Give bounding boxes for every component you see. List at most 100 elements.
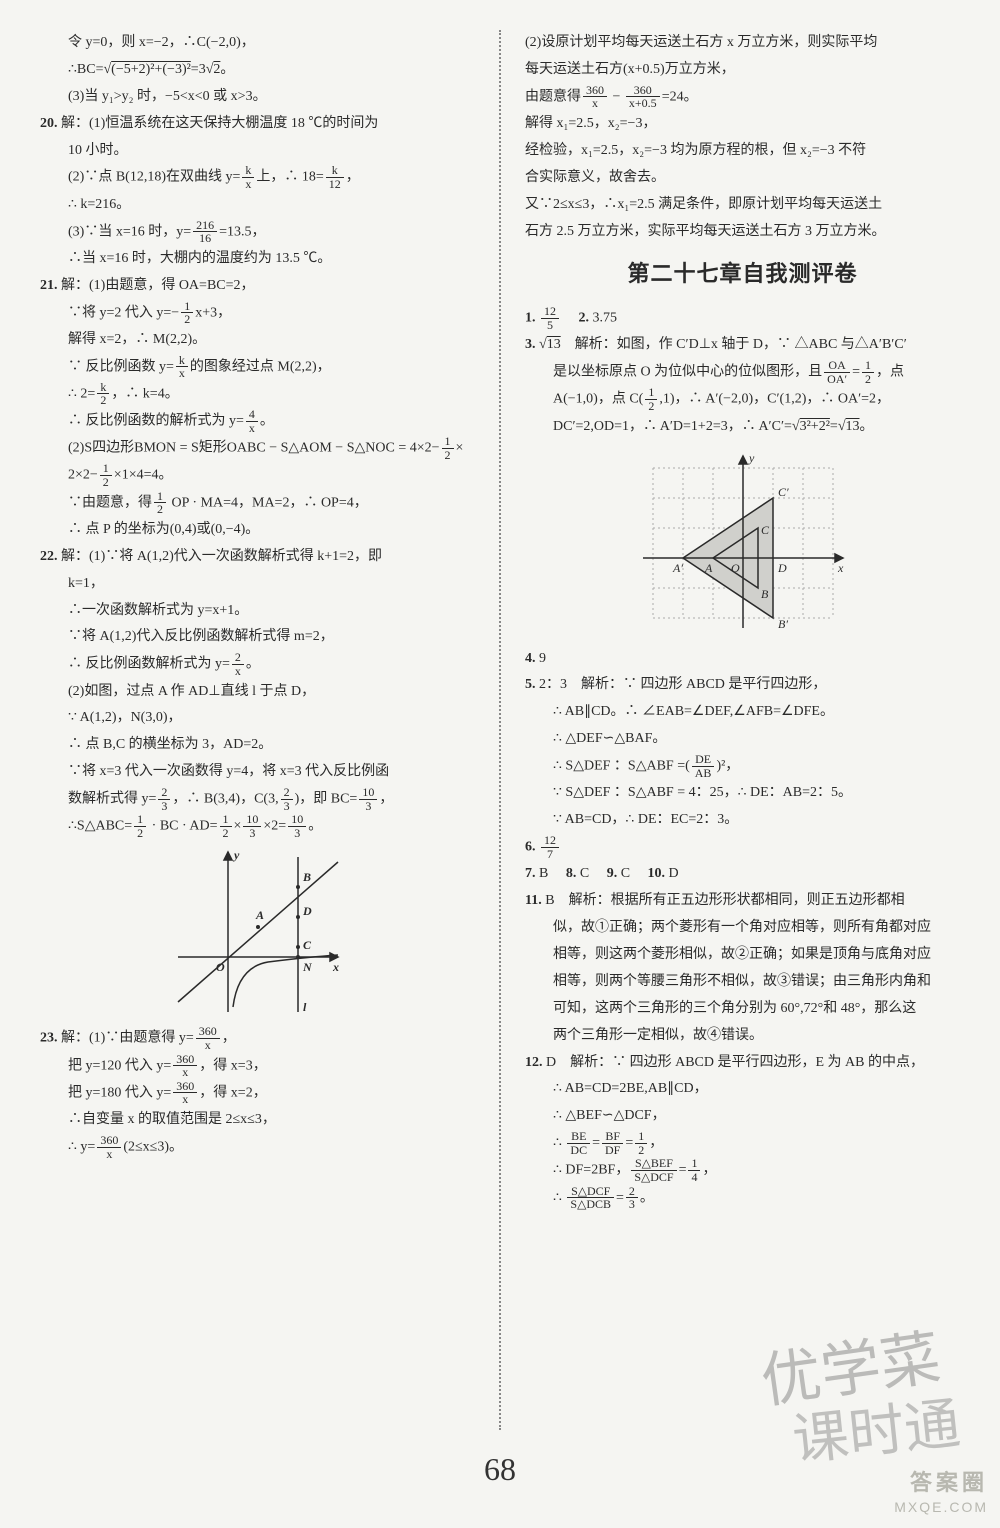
text-line: ∴ S△DCFS△DCB=23。 [525,1185,960,1211]
text-line: ∴ AB=CD=2BE,AB∥CD， [525,1076,960,1102]
answer-line: 7. B 8. C 9. C 10. D [525,861,960,887]
column-divider [499,30,501,1430]
q-number: 20. [40,116,58,131]
text-line: 每天运送土石方(x+0.5)万立方米， [525,57,960,83]
answer-11: 11. B 解析：根据所有正五边形形状都相同，则正五边形都相 [525,888,960,914]
svg-text:B′: B′ [778,617,788,631]
text-line: ∴ 点 P 的坐标为(0,4)或(0,−4)。 [40,517,475,543]
text-line: (2)∵点 B(12,18)在双曲线 y=kx上，∴ 18=k12， [40,164,475,190]
text-line: 相等，则两个等腰三角形不相似，故③错误；由三角形内角和 [525,969,960,995]
answer-5: 5. 2：3 解析：∵ 四边形 ABCD 是平行四边形， [525,672,960,698]
text-line: ∴ 反比例函数解析式为 y=2x。 [40,651,475,677]
text-line: 解得 x₁=2.5，x₂=−3， [525,111,960,137]
text-line: 可知，这两个三角形的三个角分别为 60°,72°和 48°，那么这 [525,996,960,1022]
svg-text:l: l [303,1000,307,1014]
svg-text:C′: C′ [778,485,789,499]
text-line: ∴当 x=16 时，大棚内的温度约为 13.5 ℃。 [40,246,475,272]
text-line: ∴ △BEF∽△DCF， [525,1103,960,1129]
text-line: 是以坐标原点 O 为位似中心的位似图形，且OAOA′=12，点 [525,359,960,385]
text-line: ∵由题意，得12 OP · MA=4，MA=2，∴ OP=4， [40,490,475,516]
text-line: 又∵2≤x≤3，∴x₁=2.5 满足条件，即原计划平均每天运送土 [525,192,960,218]
text-line: 把 y=120 代入 y=360x，得 x=3， [40,1053,475,1079]
text-line: (3)∵当 x=16 时，y=21616=13.5， [40,219,475,245]
corner-logo-top: 答案圈 [894,1469,988,1498]
figure-graph-q22: y x O A B D C N l [168,847,348,1017]
text-line: (2)如图，过点 A 作 AD⊥直线 l 于点 D， [40,679,475,705]
answer-line: 1. 125 2. 3.75 [525,305,960,331]
text-line: 由题意得360x − 360x+0.5=24。 [525,84,960,110]
svg-text:y: y [748,451,755,465]
svg-text:y: y [232,848,240,862]
text-line: ∵ 反比例函数 y=kx的图象经过点 M(2,2)， [40,354,475,380]
left-column: 令 y=0，则 x=−2，∴C(−2,0)， ∴BC=√(−5+2)²+(−3)… [40,30,475,1430]
svg-text:A′: A′ [672,561,683,575]
text-line: 合实际意义，故舍去。 [525,165,960,191]
text-line: ∴ AB∥CD。∴ ∠EAB=∠DEF,∠AFB=∠DFE。 [525,699,960,725]
text-line: ∵ A(1,2)，N(3,0)， [40,705,475,731]
text-line: ∴BC=√(−5+2)²+(−3)²=3√2。 [40,57,475,83]
text-line: ∴ BEDC=BFDF=12， [525,1130,960,1156]
answer-line: 4. 9 [525,646,960,672]
text-line: ∴ 2=k2，∴ k=4。 [40,381,475,407]
text-line: 把 y=180 代入 y=360x，得 x=2， [40,1080,475,1106]
text-line: 令 y=0，则 x=−2，∴C(−2,0)， [40,30,475,56]
text-line: 似，故①正确；两个菱形有一个角对应相等，则所有角都对应 [525,915,960,941]
right-column: (2)设原计划平均每天运送土石方 x 万立方米，则实际平均 每天运送土石方(x+… [525,30,960,1430]
text-line: k=1， [40,571,475,597]
text-line: ∵将 x=3 代入一次函数得 y=4，将 x=3 代入反比例函 [40,759,475,785]
svg-text:C: C [761,523,770,537]
chapter-title: 第二十七章自我测评卷 [525,254,960,295]
text-line: 经检验，x₁=2.5，x₂=−3 均为原方程的根，但 x₂=−3 不符 [525,138,960,164]
text-line: ∴一次函数解析式为 y=x+1。 [40,598,475,624]
answer-line: 6. 127 [525,834,960,860]
text-line: ∴ k=216。 [40,192,475,218]
text-line: ∵将 A(1,2)代入反比例函数解析式得 m=2， [40,624,475,650]
svg-text:A: A [255,908,264,922]
svg-text:C: C [303,938,312,952]
text-line: ∴ DF=2BF，S△BEFS△DCF=14， [525,1157,960,1183]
corner-logo: 答案圈 MXQE.COM [894,1469,988,1516]
text-line: ∴ y=360x(2≤x≤3)。 [40,1134,475,1160]
question-20: 20. 解：(1)恒温系统在这天保持大棚温度 18 ℃的时间为 [40,111,475,137]
text-line: (2)S四边形BMON = S矩形OABC − S△AOM − S△NOC = … [40,435,475,461]
svg-text:D: D [777,561,787,575]
text-line: ∵ S△DEF ：S△ABF = 4：25，∴ DE：AB=2：5。 [525,780,960,806]
answer-3: 3. √13 解析：如图，作 C′D⊥x 轴于 D，∵ △ABC 与△A′B′C… [525,332,960,358]
svg-text:O: O [216,960,225,974]
text-line: 石方 2.5 万立方米，实际平均每天运送土石方 3 万立方米。 [525,219,960,245]
figure-grid-q3: y x O A′ A C C′ B B′ D [633,448,853,638]
question-22: 22. 解：(1)∵将 A(1,2)代入一次函数解析式得 k+1=2，即 [40,544,475,570]
text-line: (2)设原计划平均每天运送土石方 x 万立方米，则实际平均 [525,30,960,56]
svg-text:D: D [302,904,312,918]
text-line: ∴ 反比例函数的解析式为 y=4x。 [40,408,475,434]
svg-text:B: B [302,870,311,884]
text-line: ∴ S△DEF ：S△ABF =(DEAB)²， [525,753,960,779]
q-number: 22. [40,549,58,564]
svg-text:N: N [302,960,313,974]
page-root: 令 y=0，则 x=−2，∴C(−2,0)， ∴BC=√(−5+2)²+(−3)… [0,0,1000,1528]
text-line: 数解析式得 y=23，∴ B(3,4)，C(3,23)，即 BC=103， [40,786,475,812]
text-line: 解得 x=2，∴ M(2,2)。 [40,327,475,353]
text-line: ∵将 y=2 代入 y=−12x+3， [40,300,475,326]
q-number: 21. [40,278,58,293]
svg-text:O: O [731,561,740,575]
question-21: 21. 解：(1)由题意，得 OA=BC=2， [40,273,475,299]
q-number: 23. [40,1031,58,1046]
page-number: 68 [0,1451,1000,1488]
two-column-layout: 令 y=0，则 x=−2，∴C(−2,0)， ∴BC=√(−5+2)²+(−3)… [40,30,960,1430]
text-line: ∴ △DEF∽△BAF。 [525,726,960,752]
svg-text:A: A [704,561,713,575]
text-line: 两个三角形一定相似，故④错误。 [525,1023,960,1049]
corner-logo-bottom: MXQE.COM [894,1498,988,1516]
question-23: 23. 解：(1)∵由题意得 y=360x， [40,1025,475,1051]
text-line: A(−1,0)，点 C(12,1)，∴ A′(−2,0)，C′(1,2)，∴ O… [525,386,960,412]
text-line: ∴S△ABC=12 · BC · AD=12×103×2=103。 [40,813,475,839]
text-line: 相等，则这两个菱形相似，故②正确；如果是顶角与底角对应 [525,942,960,968]
text-line: (3)当 y₁>y₂ 时，−5<x<0 或 x>3。 [40,84,475,110]
svg-text:x: x [332,960,339,974]
text-line: 2×2−12×1×4=4。 [40,462,475,488]
svg-text:x: x [837,561,844,575]
text-line: ∴自变量 x 的取值范围是 2≤x≤3， [40,1107,475,1133]
text-line: ∴ 点 B,C 的横坐标为 3，AD=2。 [40,732,475,758]
text-line: ∵ AB=CD，∴ DE：EC=2：3。 [525,807,960,833]
